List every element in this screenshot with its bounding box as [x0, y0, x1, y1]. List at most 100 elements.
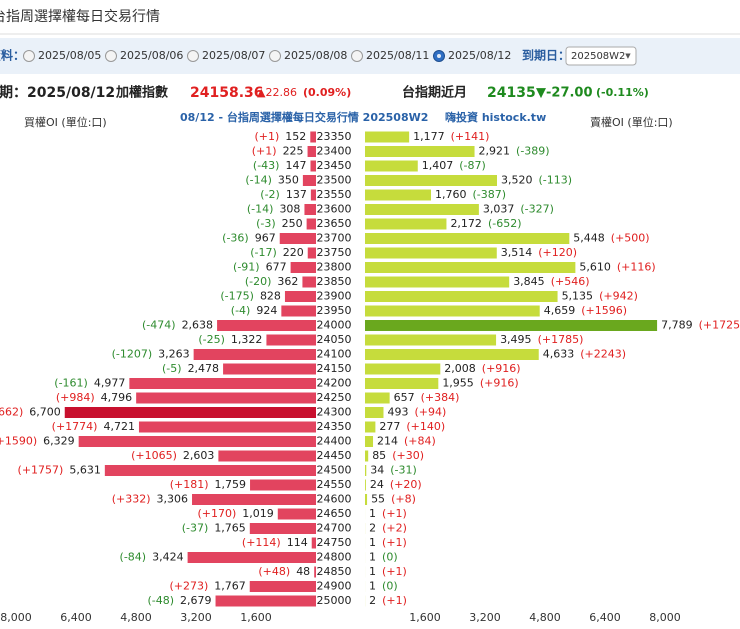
- strike-label: 24350: [317, 420, 352, 433]
- put-value-label: 1,760: [435, 188, 467, 201]
- date-radio[interactable]: [105, 50, 117, 62]
- chart-source: 嗨投資 histock.tw: [445, 110, 546, 124]
- put-change-label: (+2243): [580, 348, 626, 361]
- call-change-label: (-20): [245, 275, 272, 288]
- call-value-label: 350: [278, 174, 299, 187]
- chart-title: 08/12 - 台指周選擇權每日交易行情 202508W2: [180, 110, 428, 124]
- strike-label: 24800: [317, 551, 352, 564]
- index-value: 24158.36: [190, 85, 264, 101]
- strike-label: 23800: [317, 261, 352, 274]
- strike-label: 23400: [317, 145, 352, 158]
- call-change-label: (-161): [54, 377, 88, 390]
- call-bar: [311, 537, 316, 549]
- call-change-label: (-25): [198, 333, 225, 346]
- call-change-label: (+170): [197, 507, 236, 520]
- call-change-label: (+1): [254, 130, 279, 143]
- call-value-label: 147: [285, 159, 306, 172]
- put-value-label: 214: [377, 435, 398, 448]
- page-title: 台指周選擇權每日交易行情: [0, 8, 160, 25]
- put-bar: [365, 363, 441, 375]
- call-change-label: (+48): [258, 565, 290, 578]
- put-value-label: 24: [370, 478, 384, 491]
- strike-label: 23550: [317, 188, 352, 201]
- put-bar: [365, 262, 576, 273]
- put-value-label: 1: [369, 565, 376, 578]
- call-change-label: (+332): [112, 493, 151, 506]
- strike-label: 24150: [317, 362, 352, 375]
- put-change-label: (0): [382, 580, 398, 593]
- put-change-label: (+20): [390, 478, 422, 491]
- put-change-label: (-652): [488, 217, 522, 230]
- call-value-label: 225: [283, 145, 304, 158]
- call-value-label: 250: [282, 217, 303, 230]
- put-change-label: (+1): [382, 536, 407, 549]
- date-radio[interactable]: [269, 50, 281, 62]
- call-bar: [306, 218, 316, 230]
- put-change-label: (-31): [390, 464, 417, 477]
- date-option[interactable]: 2025/08/11: [366, 49, 429, 62]
- date-option[interactable]: 2025/08/08: [284, 49, 347, 62]
- put-bar: [365, 479, 366, 491]
- date-option[interactable]: 2025/08/06: [120, 49, 183, 62]
- put-value-label: 2: [369, 594, 376, 607]
- put-bar: [365, 189, 431, 201]
- call-change-label: (+1): [252, 145, 277, 158]
- date-option[interactable]: 2025/08/07: [202, 49, 265, 62]
- call-change-label: (+273): [169, 580, 208, 593]
- date-option[interactable]: 2025/08/12: [448, 49, 511, 62]
- put-bar: [365, 334, 497, 346]
- put-change-label: (-113): [539, 174, 573, 187]
- put-value-label: 1: [369, 551, 376, 564]
- strike-label: 24700: [317, 522, 352, 535]
- call-bar: [223, 363, 316, 375]
- call-bar: [310, 160, 316, 172]
- date-radio[interactable]: [23, 50, 35, 62]
- x-tick-label-right: 8,000: [649, 611, 681, 624]
- call-value-label: 924: [256, 304, 277, 317]
- call-value-label: 5,631: [69, 464, 101, 477]
- put-change-label: (-87): [459, 159, 486, 172]
- call-value-label: 3,424: [152, 551, 184, 564]
- x-tick-label-left: 6,400: [60, 611, 92, 624]
- call-value-label: 1,019: [242, 507, 274, 520]
- call-change-label: (-5): [162, 362, 182, 375]
- call-change-label: (+181): [170, 478, 209, 491]
- put-change-label: (+1): [382, 507, 407, 520]
- date-radio[interactable]: [351, 50, 363, 62]
- put-bar: [365, 291, 558, 302]
- call-bar: [304, 204, 316, 215]
- put-bar: [365, 218, 447, 230]
- call-change-label: (-14): [245, 174, 272, 187]
- call-bar: [314, 566, 316, 578]
- put-change-label: (0): [382, 551, 398, 564]
- put-change-label: (+30): [392, 449, 424, 462]
- x-tick-label-left: 4,800: [120, 611, 152, 624]
- call-value-label: 3,263: [158, 348, 190, 361]
- date-option[interactable]: 2025/08/05: [38, 49, 101, 62]
- call-change-label: (-36): [222, 232, 249, 245]
- strike-label: 24550: [317, 478, 352, 491]
- x-tick-label-left: 8,000: [0, 611, 32, 624]
- date-radio[interactable]: [187, 50, 199, 62]
- put-value-label: 2,008: [444, 362, 476, 375]
- put-change-label: (+2): [382, 522, 407, 535]
- strike-label: 24500: [317, 464, 352, 477]
- strike-label: 24050: [317, 333, 352, 346]
- index-pct: (0.09%): [303, 86, 351, 99]
- call-bar: [218, 450, 316, 462]
- put-value-label: 3,037: [483, 203, 515, 216]
- put-bar: [365, 494, 368, 505]
- put-value-label: 34: [370, 464, 384, 477]
- put-value-label: 1,955: [442, 377, 474, 390]
- put-value-label: 4,659: [544, 304, 576, 317]
- right-legend: 賣權OI (單位:口): [590, 115, 673, 129]
- put-value-label: 55: [371, 493, 385, 506]
- put-change-label: (+84): [404, 435, 436, 448]
- expiry-value[interactable]: 202508W2: [571, 51, 625, 62]
- put-value-label: 5,135: [562, 290, 594, 303]
- expiry-select[interactable]: [565, 46, 637, 66]
- put-value-label: 3,520: [501, 174, 533, 187]
- call-change-label: (-43): [253, 159, 280, 172]
